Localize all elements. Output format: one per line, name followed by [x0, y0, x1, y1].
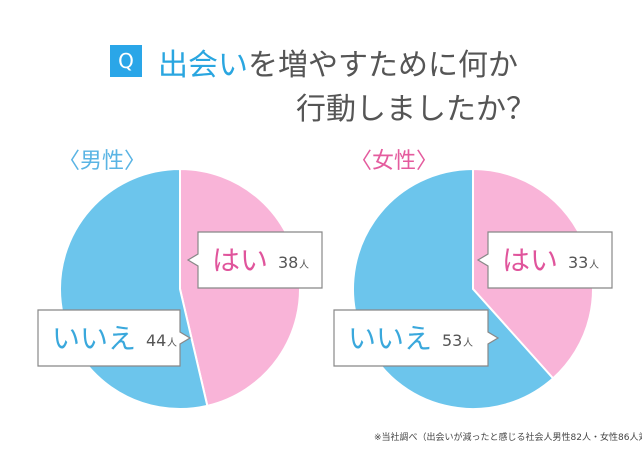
data-label-yes: はい 38 人 [186, 231, 323, 289]
slice-label: いいえ [52, 322, 136, 355]
slice-label: いいえ [348, 322, 432, 355]
title-highlight: 出会い [158, 48, 248, 83]
data-label-no: いいえ 53 人 [333, 309, 500, 367]
callout-box [186, 231, 323, 289]
female-chart-title: 〈女性〉 [350, 149, 439, 174]
slice-unit: 人 [463, 337, 473, 349]
title-rest: を増やすために何か [248, 48, 518, 83]
slice-value: 44 [146, 331, 166, 350]
data-label-no: いいえ 44 人 [37, 309, 192, 367]
slice-unit: 人 [589, 259, 599, 271]
callout-box [333, 309, 500, 367]
title-line2: 行動しましたか？ [296, 92, 536, 127]
callout-box [476, 231, 613, 289]
callout-box [37, 309, 192, 367]
slice-value: 53 [442, 331, 462, 350]
slice-label: はい [502, 244, 558, 277]
q-badge: Q [110, 45, 142, 77]
slice-label: はい [212, 244, 268, 277]
title-line1: 出会いを増やすために何か [158, 40, 518, 84]
slice-value: 33 [568, 253, 588, 272]
footnote: ※当社調べ（出会いが減ったと感じる社会人男性82人・女性86人対象） [374, 433, 642, 443]
male-chart-title: 〈男性〉 [58, 149, 147, 174]
data-label-yes: はい 33 人 [476, 231, 613, 289]
slice-unit: 人 [167, 337, 177, 349]
slice-value: 38 [278, 253, 298, 272]
slice-unit: 人 [299, 259, 309, 271]
